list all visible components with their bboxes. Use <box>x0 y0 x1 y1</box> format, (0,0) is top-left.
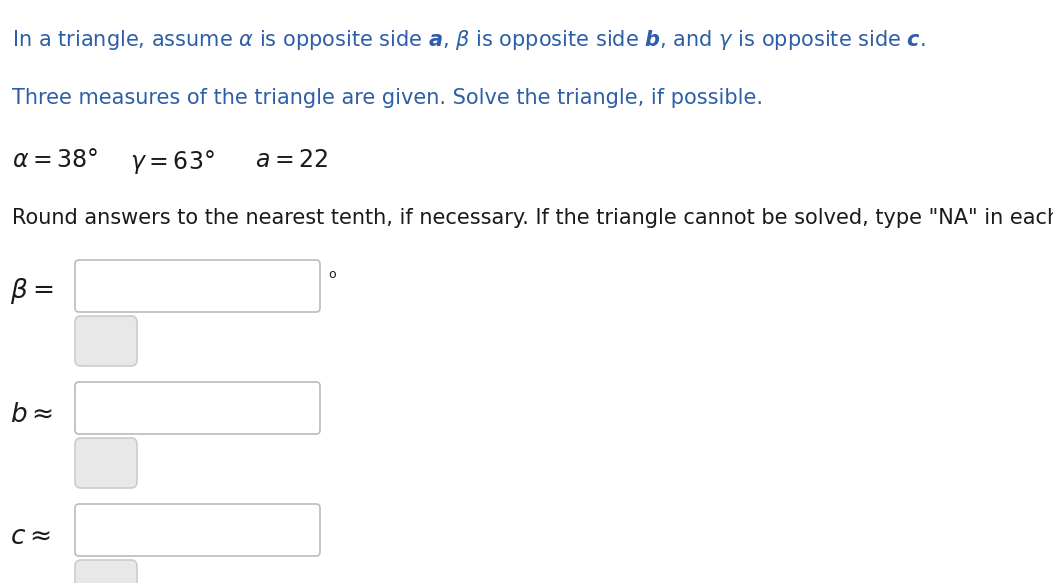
Text: o: o <box>327 268 336 281</box>
FancyBboxPatch shape <box>75 504 320 556</box>
Text: $c \approx$: $c \approx$ <box>9 524 51 550</box>
Text: $\gamma = 63°$: $\gamma = 63°$ <box>130 148 215 176</box>
FancyBboxPatch shape <box>75 560 137 583</box>
Text: $a = 22$: $a = 22$ <box>255 148 329 172</box>
FancyBboxPatch shape <box>75 316 137 366</box>
Text: $b \approx$: $b \approx$ <box>9 402 54 428</box>
Text: $\beta =$: $\beta =$ <box>9 276 54 306</box>
Text: $\alpha = 38°$: $\alpha = 38°$ <box>12 148 98 172</box>
Text: In a triangle, assume $\alpha$ is opposite side $\boldsymbol{a}$, $\beta$ is opp: In a triangle, assume $\alpha$ is opposi… <box>12 28 926 52</box>
Text: Round answers to the nearest tenth, if necessary. If the triangle cannot be solv: Round answers to the nearest tenth, if n… <box>12 208 1053 228</box>
FancyBboxPatch shape <box>75 260 320 312</box>
Text: Three measures of the triangle are given. Solve the triangle, if possible.: Three measures of the triangle are given… <box>12 88 763 108</box>
FancyBboxPatch shape <box>75 438 137 488</box>
FancyBboxPatch shape <box>75 382 320 434</box>
